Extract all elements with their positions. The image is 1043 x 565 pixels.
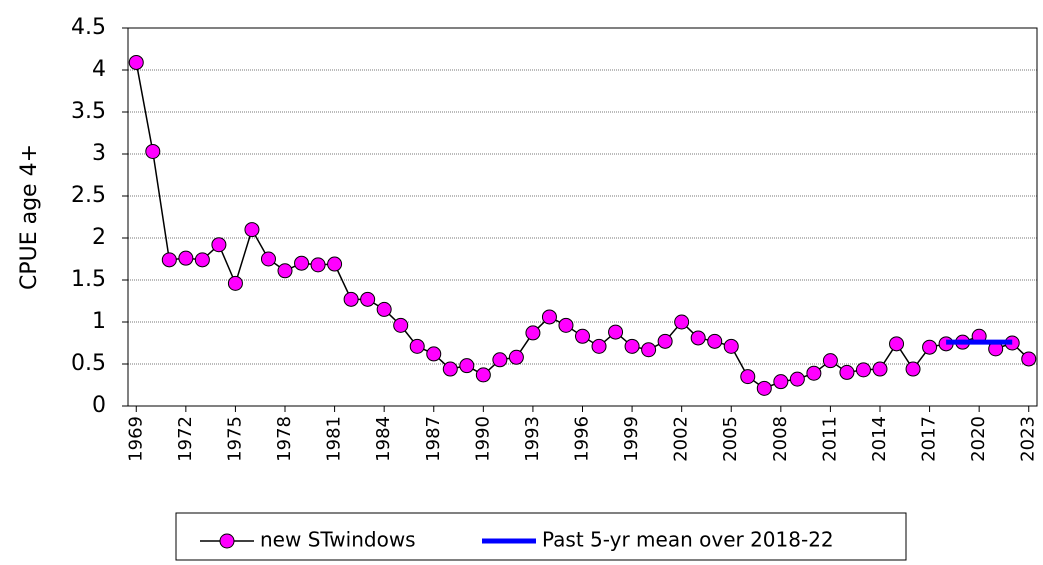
marker <box>575 328 590 344</box>
x-tick-label: 1993 <box>522 416 543 462</box>
marker <box>855 362 871 378</box>
marker <box>889 336 905 352</box>
x-tick-label: 1978 <box>274 416 295 462</box>
marker <box>393 317 409 333</box>
marker <box>277 263 293 279</box>
y-tick-label: 3.5 <box>71 99 106 124</box>
x-tick-label: 2005 <box>720 416 741 462</box>
x-tick-label: 1990 <box>472 416 493 462</box>
y-tick-label: 3 <box>92 141 106 166</box>
marker <box>178 250 194 266</box>
marker <box>409 338 425 354</box>
y-tick-label: 0 <box>92 393 106 418</box>
marker <box>624 338 640 354</box>
marker <box>294 255 310 271</box>
marker <box>707 333 723 349</box>
marker <box>872 361 888 377</box>
y-tick-label: 2.5 <box>71 183 106 208</box>
marker <box>145 143 161 159</box>
marker <box>558 317 574 333</box>
y-tick-label: 1.5 <box>71 267 106 292</box>
y-tick-label: 1 <box>92 309 106 334</box>
marker <box>674 314 690 330</box>
marker <box>922 339 938 355</box>
marker <box>360 291 376 307</box>
marker <box>459 358 475 374</box>
marker <box>740 369 756 385</box>
legend-label: Past 5-yr mean over 2018-22 <box>542 528 834 552</box>
legend-box <box>175 512 907 561</box>
x-tick-label: 1969 <box>125 416 146 462</box>
marker <box>756 380 772 396</box>
x-tick-label: 2008 <box>770 416 791 462</box>
x-tick-label: 2011 <box>819 416 840 462</box>
x-tick-label: 1981 <box>324 416 345 462</box>
marker <box>690 330 706 346</box>
marker <box>376 301 392 317</box>
marker <box>194 252 210 268</box>
x-tick-label: 2017 <box>919 416 940 462</box>
y-axis-label: CPUE age 4+ <box>17 144 42 290</box>
marker <box>227 275 243 291</box>
y-tick-label: 0.5 <box>71 351 106 376</box>
legend-label: new STwindows <box>260 528 416 552</box>
y-tick-label: 4 <box>92 57 106 82</box>
x-tick-label: 1999 <box>621 416 642 462</box>
marker <box>244 222 260 238</box>
x-tick-label: 2014 <box>869 416 890 462</box>
x-tick-label: 1996 <box>572 416 593 462</box>
x-tick-label: 1975 <box>224 416 245 462</box>
marker <box>442 361 458 377</box>
marker <box>723 338 739 354</box>
x-tick-label: 2023 <box>1018 416 1039 462</box>
marker <box>905 361 921 377</box>
marker <box>211 237 227 253</box>
x-tick-label: 2002 <box>671 416 692 462</box>
x-tick-label: 1972 <box>175 416 196 462</box>
marker <box>492 352 508 368</box>
x-tick-label: 2020 <box>968 416 989 462</box>
marker <box>426 346 442 362</box>
marker <box>508 349 524 365</box>
marker <box>525 325 541 341</box>
marker <box>310 257 326 273</box>
marker <box>608 324 624 340</box>
marker <box>806 365 822 381</box>
x-tick-label: 1984 <box>373 416 394 462</box>
y-tick-label: 2 <box>92 225 106 250</box>
marker <box>789 371 805 387</box>
marker <box>343 291 359 307</box>
marker <box>1021 351 1037 367</box>
legend-marker <box>219 533 235 549</box>
marker <box>839 364 855 380</box>
marker <box>260 251 276 267</box>
marker <box>822 353 838 369</box>
marker <box>161 252 177 268</box>
marker <box>773 374 789 390</box>
marker <box>327 256 343 272</box>
marker <box>128 54 144 70</box>
marker <box>475 367 491 383</box>
marker <box>657 333 673 349</box>
marker <box>541 309 557 325</box>
x-tick-label: 1987 <box>423 416 444 462</box>
y-tick-label: 4.5 <box>71 15 106 40</box>
marker <box>591 338 607 354</box>
marker <box>641 342 657 358</box>
